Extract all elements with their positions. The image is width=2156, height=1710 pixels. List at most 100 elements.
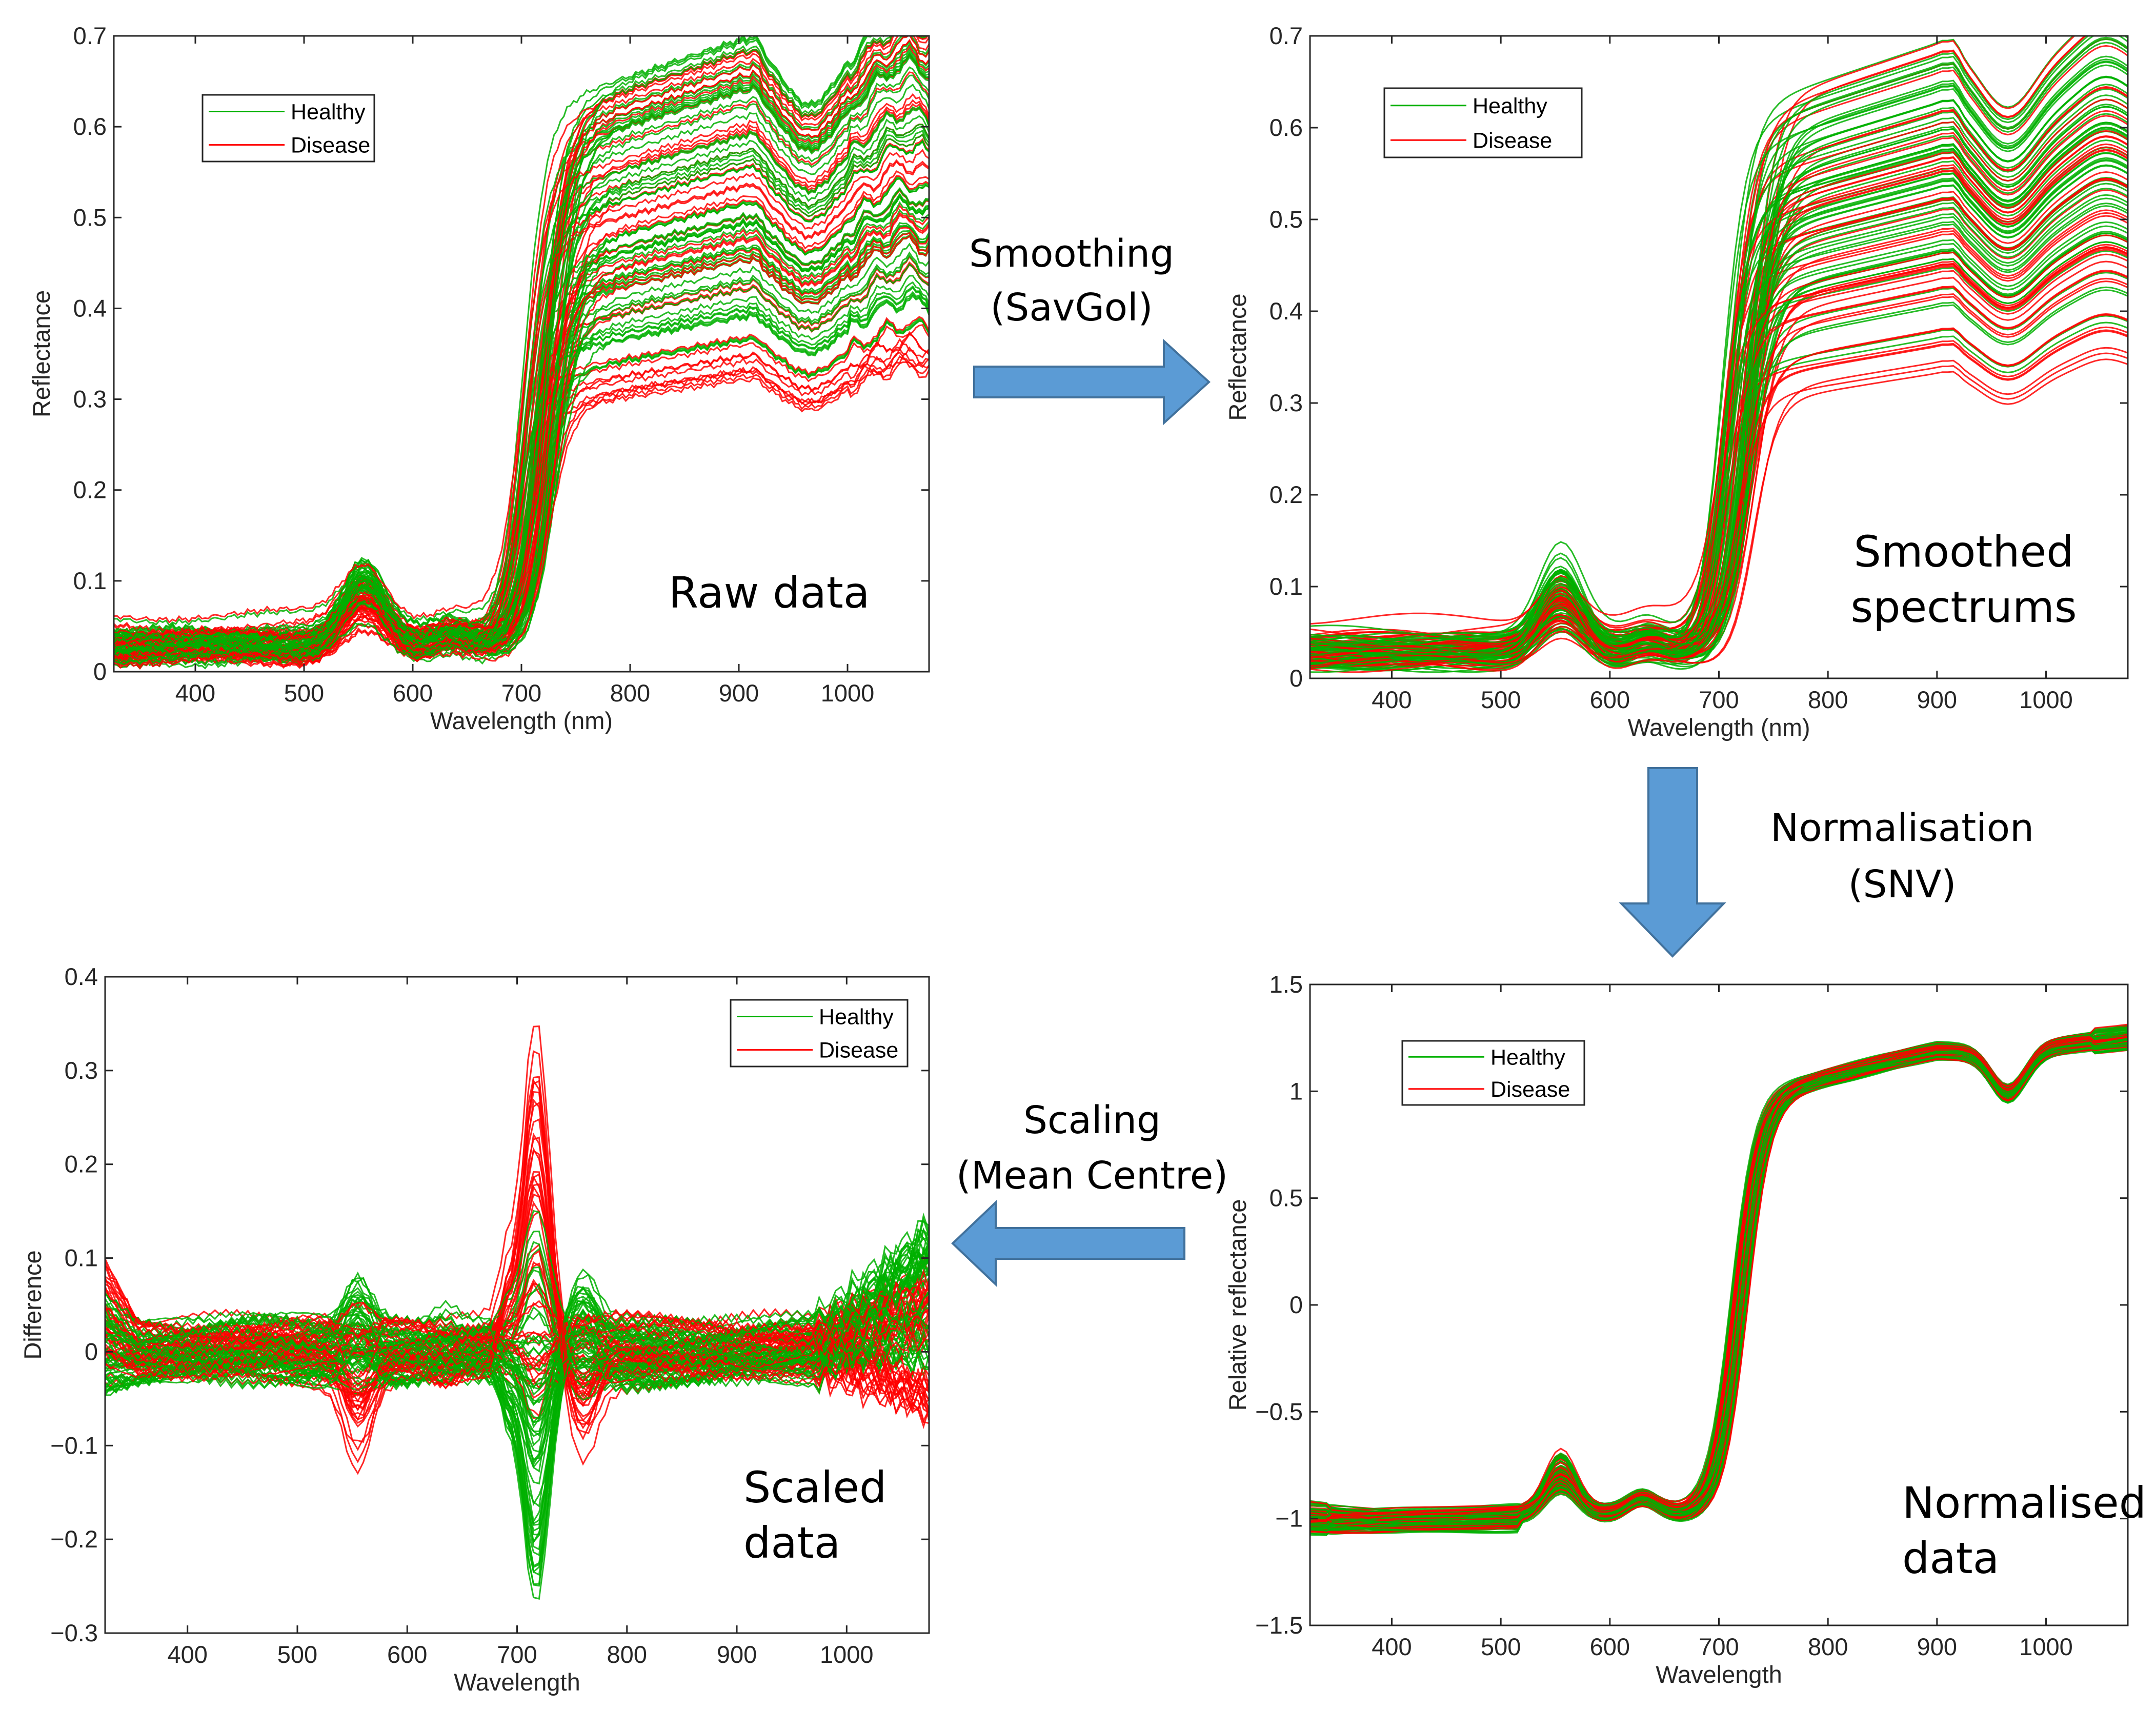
x-tick-label: 600 — [1590, 686, 1630, 713]
raw-data-chart: 400 500 600 700 800 900 1000 0 0.1 0.2 0.3 0.4 0.5 0.… — [28, 22, 930, 734]
healthy-series-line — [1310, 231, 2128, 643]
series-lines — [105, 1025, 929, 1600]
smoothing-method-label: (SavGol) — [990, 286, 1153, 330]
chart-annotation: data — [1902, 1533, 1999, 1583]
legend-disease-label: Disease — [291, 133, 370, 158]
disease-series-line — [1310, 1036, 2128, 1522]
smoothing-label: Smoothing — [969, 232, 1174, 276]
disease-series-line — [105, 1261, 929, 1398]
disease-series-line — [105, 1258, 929, 1391]
scaling-step: Scaling (Mean Centre) — [951, 1098, 1228, 1287]
y-tick-label: 0 — [1289, 1291, 1303, 1318]
healthy-series-line — [1310, 1039, 2128, 1528]
y-tick-label: 0.3 — [1270, 389, 1303, 416]
scaled-data-chart: 400 500 600 700 800 900 1000 −0.3 −0.2 −0.1 0 0.1 0.… — [19, 963, 930, 1696]
healthy-series-line — [1310, 250, 2128, 649]
legend-disease-label: Disease — [1473, 128, 1552, 153]
disease-series-line — [1310, 246, 2128, 667]
y-axis-label: Difference — [19, 1250, 46, 1359]
x-tick-label: 500 — [1481, 686, 1521, 713]
x-tick-label: 900 — [1917, 1633, 1957, 1660]
y-tick-label: 0.3 — [73, 386, 107, 413]
healthy-series-line — [1310, 61, 2128, 666]
x-tick-label: 700 — [497, 1641, 537, 1668]
disease-series-line — [105, 1098, 929, 1441]
x-tick-label: 800 — [607, 1641, 647, 1668]
healthy-series-line — [1310, 1045, 2128, 1533]
x-tick-label: 1000 — [2019, 686, 2073, 713]
x-tick-label: 400 — [175, 679, 215, 707]
scaling-method-label: (Mean Centre) — [956, 1154, 1228, 1198]
series-lines — [1310, 1023, 2128, 1536]
y-tick-label: 0.6 — [1270, 114, 1303, 141]
x-tick-label: 500 — [277, 1641, 317, 1668]
legend-box — [1401, 1040, 1585, 1106]
y-tick-label: 0.6 — [73, 113, 107, 140]
y-tick-label: −0.1 — [50, 1432, 98, 1459]
disease-series-line — [105, 1276, 929, 1370]
x-axis-label: Wavelength — [454, 1668, 580, 1696]
y-tick-label: −0.3 — [50, 1619, 98, 1646]
disease-series-line — [1310, 280, 2128, 654]
y-tick-label: 0.7 — [1270, 22, 1303, 49]
y-tick-label: 1 — [1289, 1077, 1303, 1104]
y-tick-label: −1.5 — [1255, 1612, 1303, 1639]
chart-annotation: spectrums — [1850, 582, 2077, 632]
x-tick-label: 400 — [1372, 1633, 1412, 1660]
y-tick-label: 0.5 — [1270, 206, 1303, 233]
healthy-series-line — [1310, 64, 2128, 673]
x-tick-label: 1000 — [2019, 1633, 2073, 1660]
chart-annotation: data — [743, 1518, 840, 1568]
normalised-data-chart: 400 500 600 700 800 900 1000 −1.5 −1 −0.5 0 0.5 1 1.5… — [1224, 971, 2146, 1688]
right-arrow-icon — [973, 338, 1211, 426]
disease-series-line — [1310, 249, 2128, 658]
y-tick-label: −1 — [1275, 1505, 1303, 1532]
disease-series-line — [105, 1265, 929, 1353]
x-tick-label: 700 — [1699, 686, 1739, 713]
y-tick-label: 0.4 — [65, 963, 98, 990]
legend-disease-label: Disease — [1490, 1077, 1570, 1102]
y-tick-label: 0 — [1289, 665, 1303, 692]
disease-series-line — [114, 316, 929, 635]
y-tick-label: 0.4 — [1270, 297, 1303, 325]
disease-series-line — [105, 1076, 929, 1406]
disease-series-line — [114, 227, 929, 663]
healthy-series-line — [105, 1220, 929, 1446]
series-lines — [114, 36, 929, 670]
healthy-series-line — [114, 192, 929, 663]
x-tick-label: 1000 — [821, 679, 875, 707]
y-tick-label: 0.2 — [65, 1151, 98, 1178]
y-axis-label: Relative reflectance — [1224, 1199, 1251, 1411]
series-lines — [1310, 36, 2128, 673]
healthy-series-line — [1310, 188, 2128, 673]
healthy-series-line — [105, 1292, 929, 1403]
smoothing-step: Smoothing (SavGol) — [969, 232, 1211, 426]
x-axis-label: Wavelength (nm) — [430, 707, 613, 734]
normalisation-method-label: (SNV) — [1848, 862, 1957, 907]
healthy-series-line — [1310, 1032, 2128, 1526]
smoothed-spectrums-chart: 400 500 600 700 800 900 1000 0 0.1 0.2 0.3 0.4 0.5 0.… — [1224, 22, 2129, 741]
x-tick-label: 800 — [610, 679, 650, 707]
healthy-series-line — [1310, 1041, 2128, 1532]
y-tick-label: 0.1 — [1270, 573, 1303, 600]
y-tick-label: 0.1 — [65, 1244, 98, 1272]
healthy-series-line — [105, 1242, 929, 1351]
disease-series-line — [105, 1050, 929, 1430]
x-tick-label: 900 — [1917, 686, 1957, 713]
disease-series-line — [105, 1250, 929, 1391]
x-tick-label: 900 — [717, 1641, 757, 1668]
healthy-series-line — [1310, 225, 2128, 658]
disease-series-line — [1310, 135, 2128, 654]
disease-series-line — [114, 159, 929, 659]
legend-disease-label: Disease — [819, 1038, 898, 1063]
chart-annotation: Raw data — [669, 568, 870, 618]
healthy-series-line — [105, 1293, 929, 1469]
healthy-series-line — [114, 66, 929, 666]
healthy-series-line — [114, 107, 929, 649]
x-axis-label: Wavelength (nm) — [1627, 714, 1810, 741]
y-tick-label: 0.5 — [73, 204, 107, 231]
legend: Healthy Disease — [1383, 87, 1583, 158]
y-tick-label: −0.2 — [50, 1525, 98, 1553]
y-tick-label: 1.5 — [1270, 971, 1303, 998]
x-tick-label: 600 — [387, 1641, 427, 1668]
